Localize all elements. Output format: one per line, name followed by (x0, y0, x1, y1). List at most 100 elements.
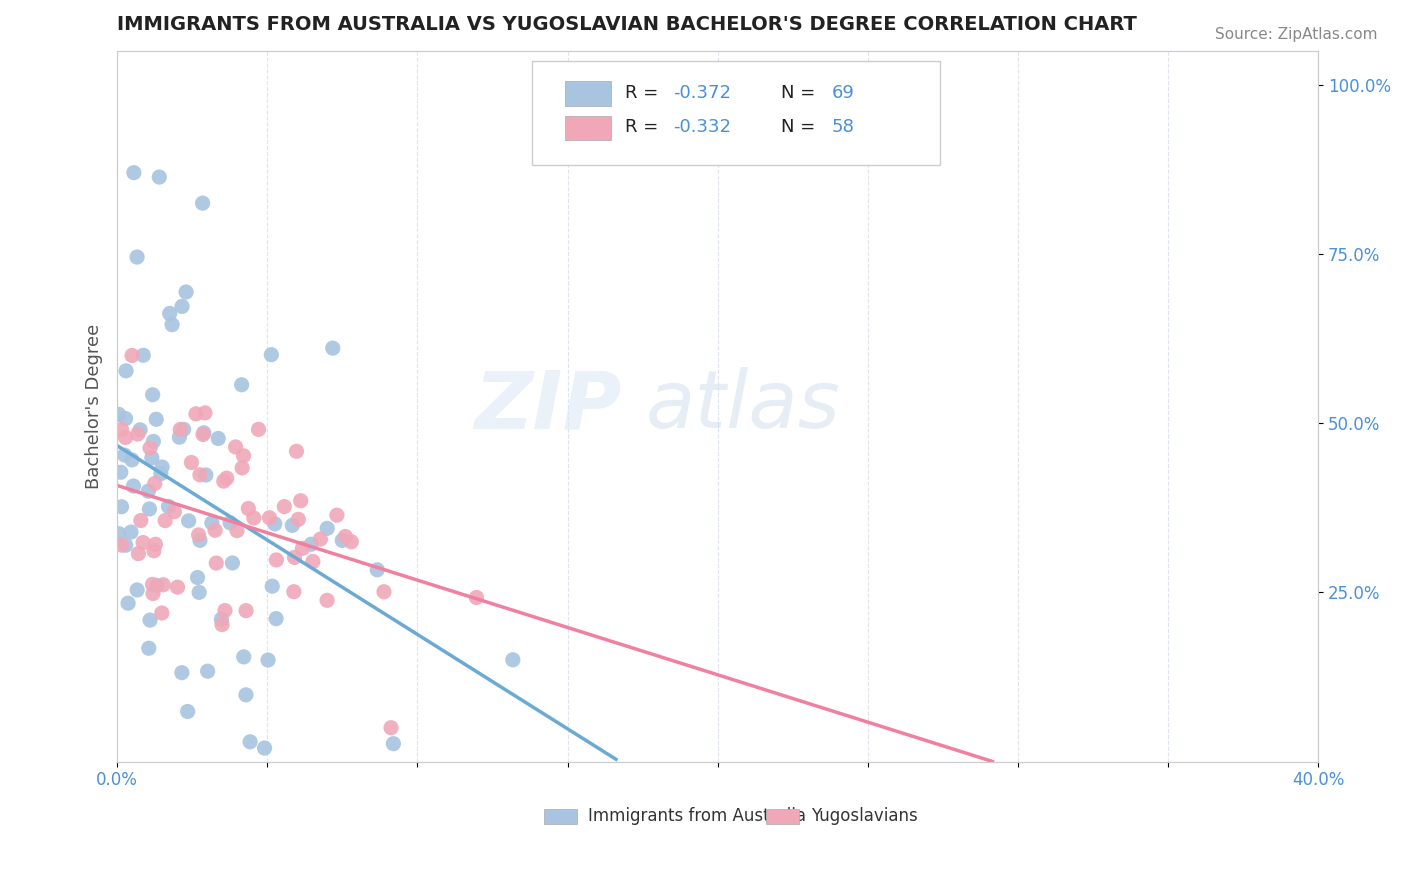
Y-axis label: Bachelor's Degree: Bachelor's Degree (86, 324, 103, 489)
Point (169, 430, 191, 444)
Point (138, 641, 160, 656)
Point (302, 555, 325, 569)
Point (188, 533, 211, 548)
Point (231, 461, 253, 475)
Point (373, 584, 395, 599)
Point (264, 612, 287, 626)
Point (204, 523, 226, 537)
Point (188, 585, 211, 599)
Point (187, 528, 209, 542)
Point (335, 529, 357, 543)
Point (120, 525, 142, 540)
FancyBboxPatch shape (565, 81, 610, 105)
Point (117, 596, 139, 610)
Point (138, 502, 160, 516)
Point (232, 649, 254, 664)
Point (316, 593, 339, 607)
Point (152, 578, 174, 592)
Point (157, 500, 180, 514)
Point (177, 514, 200, 528)
Point (309, 532, 332, 546)
Point (136, 484, 159, 499)
Point (194, 406, 217, 420)
Point (142, 388, 165, 402)
Point (166, 580, 188, 594)
Point (148, 170, 170, 185)
Point (122, 479, 145, 493)
Point (502, 653, 524, 667)
Point (129, 423, 152, 437)
Point (191, 427, 214, 442)
Point (110, 423, 132, 437)
Text: IMMIGRANTS FROM AUSTRALIA VS YUGOSLAVIAN BACHELOR'S DEGREE CORRELATION CHART: IMMIGRANTS FROM AUSTRALIA VS YUGOSLAVIAN… (117, 15, 1137, 34)
Point (150, 606, 173, 620)
Point (235, 688, 257, 702)
Point (176, 705, 198, 719)
Point (163, 505, 186, 519)
Point (132, 535, 155, 549)
Point (366, 563, 388, 577)
Point (380, 721, 402, 735)
Point (121, 348, 143, 362)
Text: Yugoslavians: Yugoslavians (811, 807, 918, 825)
FancyBboxPatch shape (766, 808, 800, 824)
Point (231, 377, 253, 392)
Point (207, 432, 229, 446)
Point (110, 465, 132, 479)
Point (291, 541, 314, 556)
Text: 69: 69 (832, 84, 855, 102)
Point (122, 166, 145, 180)
Point (238, 501, 260, 516)
Point (215, 471, 238, 485)
FancyBboxPatch shape (544, 808, 578, 824)
Point (197, 664, 219, 678)
Point (170, 300, 193, 314)
Point (263, 516, 285, 531)
Point (146, 578, 169, 592)
Point (187, 570, 209, 584)
Point (219, 516, 242, 530)
Text: atlas: atlas (645, 368, 841, 445)
Point (127, 427, 149, 442)
Point (226, 524, 249, 538)
Point (174, 285, 197, 299)
Point (108, 526, 131, 541)
Point (127, 582, 149, 597)
Point (382, 737, 405, 751)
Point (114, 430, 136, 444)
Point (212, 474, 235, 488)
Text: ZIP: ZIP (474, 368, 621, 445)
FancyBboxPatch shape (565, 115, 610, 140)
Point (290, 493, 312, 508)
Point (239, 735, 262, 749)
Point (145, 537, 167, 551)
Point (153, 514, 176, 528)
Point (141, 577, 163, 591)
Point (150, 460, 173, 475)
Point (316, 521, 339, 535)
Point (205, 556, 228, 570)
Point (139, 441, 162, 455)
Point (211, 617, 233, 632)
Point (201, 516, 224, 530)
Point (149, 467, 172, 481)
Point (322, 341, 344, 355)
Text: Source: ZipAtlas.com: Source: ZipAtlas.com (1215, 27, 1378, 42)
Point (326, 508, 349, 523)
Point (173, 422, 195, 436)
Point (253, 741, 276, 756)
Point (125, 250, 148, 264)
Point (262, 579, 284, 593)
Point (145, 412, 167, 426)
Text: -0.372: -0.372 (673, 84, 731, 102)
Point (193, 425, 215, 440)
Point (283, 584, 305, 599)
Point (243, 511, 266, 525)
Text: N =: N = (782, 84, 821, 102)
Point (232, 449, 254, 463)
Point (287, 512, 309, 526)
Point (127, 547, 149, 561)
Point (191, 196, 214, 211)
Point (330, 533, 353, 548)
Point (132, 348, 155, 362)
